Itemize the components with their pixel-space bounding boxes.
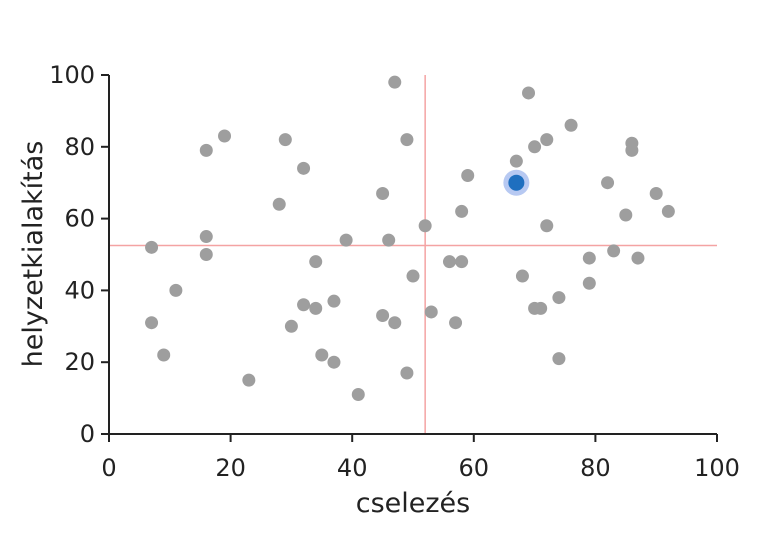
- data-point[interactable]: [625, 143, 639, 157]
- data-point[interactable]: [199, 248, 213, 261]
- y-axis-title: helyzetkialakítás: [18, 141, 49, 368]
- data-point[interactable]: [418, 219, 432, 233]
- data-point[interactable]: [540, 133, 554, 147]
- data-point[interactable]: [461, 169, 475, 183]
- data-point[interactable]: [382, 233, 396, 247]
- data-point[interactable]: [455, 255, 469, 269]
- data-point[interactable]: [297, 298, 311, 312]
- data-point[interactable]: [145, 240, 159, 254]
- data-point[interactable]: [528, 140, 542, 154]
- data-point[interactable]: [388, 75, 402, 89]
- data-point[interactable]: [309, 301, 323, 315]
- data-point[interactable]: [515, 269, 529, 283]
- data-point[interactable]: [400, 366, 414, 380]
- x-tick-label: 60: [459, 454, 490, 482]
- data-point[interactable]: [406, 269, 420, 283]
- data-point[interactable]: [145, 316, 159, 330]
- data-point[interactable]: [199, 143, 213, 157]
- data-points: [145, 75, 675, 402]
- data-point[interactable]: [564, 118, 578, 132]
- data-point[interactable]: [534, 301, 548, 315]
- x-tick-label: 0: [101, 454, 116, 482]
- data-point[interactable]: [582, 251, 596, 265]
- data-point[interactable]: [601, 176, 615, 190]
- data-point[interactable]: [315, 348, 329, 362]
- data-point[interactable]: [278, 133, 292, 147]
- y-ticks: 0 20 40 60 80 100: [49, 61, 109, 448]
- data-point[interactable]: [157, 348, 171, 362]
- data-point[interactable]: [631, 251, 645, 265]
- data-point[interactable]: [309, 255, 323, 269]
- data-point[interactable]: [242, 373, 256, 387]
- data-point[interactable]: [351, 388, 365, 402]
- data-point[interactable]: [442, 255, 456, 269]
- data-point[interactable]: [552, 352, 566, 366]
- x-axis-title: cselezés: [356, 488, 471, 519]
- data-point[interactable]: [424, 305, 438, 319]
- y-tick-label: 100: [49, 61, 95, 89]
- x-ticks: 0 20 40 60 80 100: [101, 434, 740, 482]
- highlighted-point-group[interactable]: [503, 169, 530, 196]
- data-point[interactable]: [540, 219, 554, 233]
- data-point[interactable]: [509, 154, 523, 168]
- data-point[interactable]: [661, 204, 675, 218]
- y-tick-label: 20: [64, 348, 95, 376]
- x-tick-label: 100: [694, 454, 740, 482]
- data-point[interactable]: [582, 276, 596, 290]
- data-point[interactable]: [400, 133, 414, 147]
- data-point[interactable]: [455, 204, 469, 218]
- data-point[interactable]: [619, 208, 633, 222]
- data-point[interactable]: [169, 283, 183, 297]
- data-point[interactable]: [649, 186, 663, 200]
- data-point[interactable]: [376, 186, 390, 200]
- data-point[interactable]: [327, 355, 341, 369]
- data-point[interactable]: [284, 319, 298, 333]
- data-point[interactable]: [339, 233, 353, 247]
- axes: [108, 75, 717, 435]
- highlighted-point[interactable]: [508, 174, 525, 191]
- data-point[interactable]: [272, 197, 286, 211]
- data-point[interactable]: [552, 291, 566, 305]
- x-tick-label: 20: [215, 454, 246, 482]
- data-point[interactable]: [327, 294, 341, 308]
- data-point[interactable]: [297, 161, 311, 175]
- y-tick-label: 0: [80, 420, 95, 448]
- y-tick-label: 60: [64, 205, 95, 233]
- data-point[interactable]: [522, 86, 536, 100]
- x-tick-label: 80: [580, 454, 611, 482]
- y-tick-label: 80: [64, 133, 95, 161]
- data-point[interactable]: [607, 244, 621, 258]
- data-point[interactable]: [376, 309, 390, 323]
- x-tick-label: 40: [337, 454, 368, 482]
- data-point[interactable]: [218, 129, 232, 143]
- y-tick-label: 40: [64, 276, 95, 304]
- data-point[interactable]: [199, 230, 213, 244]
- data-point[interactable]: [388, 316, 402, 330]
- data-point[interactable]: [449, 316, 463, 330]
